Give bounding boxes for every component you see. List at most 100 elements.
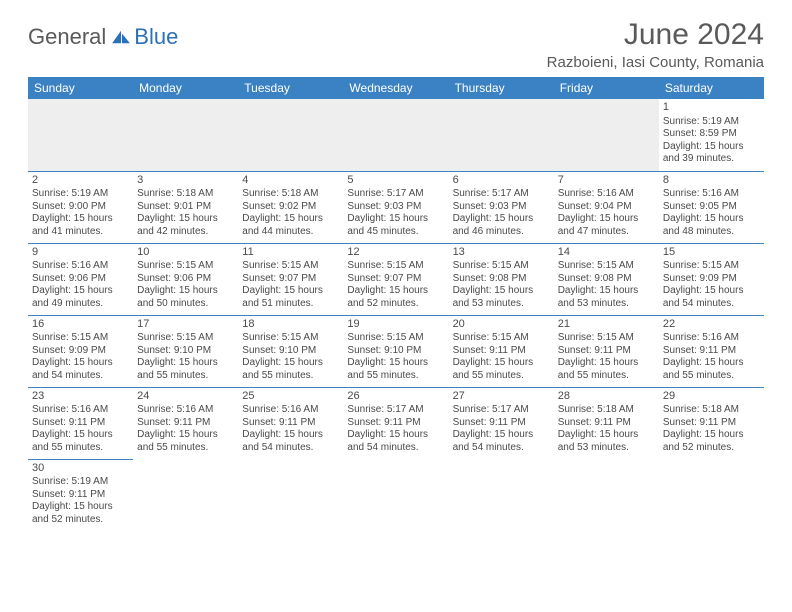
calendar-cell: 1Sunrise: 5:19 AMSunset: 8:59 PMDaylight… [659,99,764,171]
day-header-row: SundayMondayTuesdayWednesdayThursdayFrid… [28,77,764,99]
sunrise-line: Sunrise: 5:19 AM [663,116,760,129]
daylight-line: Daylight: 15 hours and 44 minutes. [242,213,339,238]
header: General Blue June 2024 Razboieni, Iasi C… [28,18,764,71]
sunset-line: Sunset: 9:03 PM [347,201,444,214]
calendar-cell: 8Sunrise: 5:16 AMSunset: 9:05 PMDaylight… [659,171,764,243]
calendar-cell: 14Sunrise: 5:15 AMSunset: 9:08 PMDayligh… [554,243,659,315]
calendar-cell: 15Sunrise: 5:15 AMSunset: 9:09 PMDayligh… [659,243,764,315]
day-number: 8 [663,174,760,188]
daylight-line: Daylight: 15 hours and 54 minutes. [453,429,550,454]
sunrise-line: Sunrise: 5:16 AM [663,332,760,345]
calendar-cell [659,459,764,531]
calendar-cell: 30Sunrise: 5:19 AMSunset: 9:11 PMDayligh… [28,459,133,531]
calendar-cell [238,99,343,171]
sunset-line: Sunset: 9:11 PM [663,417,760,430]
logo-text-general: General [28,24,106,50]
calendar-cell: 20Sunrise: 5:15 AMSunset: 9:11 PMDayligh… [449,315,554,387]
sunrise-line: Sunrise: 5:15 AM [347,260,444,273]
sunrise-line: Sunrise: 5:16 AM [663,188,760,201]
day-number: 9 [32,246,129,260]
calendar-cell: 24Sunrise: 5:16 AMSunset: 9:11 PMDayligh… [133,387,238,459]
day-number: 11 [242,246,339,260]
daylight-line: Daylight: 15 hours and 46 minutes. [453,213,550,238]
day-header: Monday [133,77,238,99]
sunrise-line: Sunrise: 5:16 AM [137,404,234,417]
daylight-line: Daylight: 15 hours and 53 minutes. [558,285,655,310]
sunrise-line: Sunrise: 5:15 AM [453,332,550,345]
calendar-row: 1Sunrise: 5:19 AMSunset: 8:59 PMDaylight… [28,99,764,171]
daylight-line: Daylight: 15 hours and 49 minutes. [32,285,129,310]
day-number: 14 [558,246,655,260]
day-header: Saturday [659,77,764,99]
calendar-cell: 6Sunrise: 5:17 AMSunset: 9:03 PMDaylight… [449,171,554,243]
daylight-line: Daylight: 15 hours and 55 minutes. [242,357,339,382]
sunset-line: Sunset: 9:11 PM [558,345,655,358]
daylight-line: Daylight: 15 hours and 55 minutes. [453,357,550,382]
sunset-line: Sunset: 9:11 PM [347,417,444,430]
title-block: June 2024 Razboieni, Iasi County, Romani… [547,18,764,71]
day-number: 3 [137,174,234,188]
calendar-head: SundayMondayTuesdayWednesdayThursdayFrid… [28,77,764,99]
day-number: 26 [347,390,444,404]
day-number: 17 [137,318,234,332]
calendar-cell [343,99,448,171]
sunset-line: Sunset: 9:02 PM [242,201,339,214]
calendar-cell: 29Sunrise: 5:18 AMSunset: 9:11 PMDayligh… [659,387,764,459]
day-number: 7 [558,174,655,188]
daylight-line: Daylight: 15 hours and 47 minutes. [558,213,655,238]
sunset-line: Sunset: 9:07 PM [347,273,444,286]
sunrise-line: Sunrise: 5:15 AM [32,332,129,345]
day-number: 13 [453,246,550,260]
sunset-line: Sunset: 9:06 PM [137,273,234,286]
calendar-row: 23Sunrise: 5:16 AMSunset: 9:11 PMDayligh… [28,387,764,459]
sunset-line: Sunset: 9:11 PM [663,345,760,358]
day-number: 25 [242,390,339,404]
sunrise-line: Sunrise: 5:18 AM [558,404,655,417]
day-number: 19 [347,318,444,332]
day-number: 6 [453,174,550,188]
day-number: 28 [558,390,655,404]
sunrise-line: Sunrise: 5:15 AM [242,332,339,345]
daylight-line: Daylight: 15 hours and 53 minutes. [453,285,550,310]
calendar-cell: 5Sunrise: 5:17 AMSunset: 9:03 PMDaylight… [343,171,448,243]
sunset-line: Sunset: 9:06 PM [32,273,129,286]
calendar-cell: 21Sunrise: 5:15 AMSunset: 9:11 PMDayligh… [554,315,659,387]
calendar-cell [554,459,659,531]
calendar-row: 30Sunrise: 5:19 AMSunset: 9:11 PMDayligh… [28,459,764,531]
calendar-cell: 27Sunrise: 5:17 AMSunset: 9:11 PMDayligh… [449,387,554,459]
calendar-row: 16Sunrise: 5:15 AMSunset: 9:09 PMDayligh… [28,315,764,387]
sunset-line: Sunset: 9:11 PM [558,417,655,430]
daylight-line: Daylight: 15 hours and 42 minutes. [137,213,234,238]
daylight-line: Daylight: 15 hours and 54 minutes. [663,285,760,310]
day-number: 20 [453,318,550,332]
calendar-cell: 18Sunrise: 5:15 AMSunset: 9:10 PMDayligh… [238,315,343,387]
sunrise-line: Sunrise: 5:17 AM [453,404,550,417]
sunset-line: Sunset: 9:11 PM [32,417,129,430]
day-number: 1 [663,101,760,115]
calendar-cell [133,99,238,171]
sunrise-line: Sunrise: 5:19 AM [32,188,129,201]
day-header: Wednesday [343,77,448,99]
logo: General Blue [28,24,178,50]
calendar-cell [343,459,448,531]
calendar-cell: 3Sunrise: 5:18 AMSunset: 9:01 PMDaylight… [133,171,238,243]
daylight-line: Daylight: 15 hours and 55 minutes. [137,429,234,454]
sunrise-line: Sunrise: 5:15 AM [347,332,444,345]
calendar-cell: 2Sunrise: 5:19 AMSunset: 9:00 PMDaylight… [28,171,133,243]
sunset-line: Sunset: 9:04 PM [558,201,655,214]
day-number: 10 [137,246,234,260]
day-number: 24 [137,390,234,404]
logo-text-blue: Blue [134,24,178,50]
day-number: 27 [453,390,550,404]
calendar-cell: 12Sunrise: 5:15 AMSunset: 9:07 PMDayligh… [343,243,448,315]
day-header: Thursday [449,77,554,99]
sunrise-line: Sunrise: 5:19 AM [32,476,129,489]
daylight-line: Daylight: 15 hours and 54 minutes. [347,429,444,454]
daylight-line: Daylight: 15 hours and 55 minutes. [663,357,760,382]
sunrise-line: Sunrise: 5:18 AM [663,404,760,417]
calendar-cell [238,459,343,531]
calendar-cell: 7Sunrise: 5:16 AMSunset: 9:04 PMDaylight… [554,171,659,243]
sunset-line: Sunset: 9:09 PM [32,345,129,358]
sunrise-line: Sunrise: 5:17 AM [453,188,550,201]
calendar-cell: 25Sunrise: 5:16 AMSunset: 9:11 PMDayligh… [238,387,343,459]
